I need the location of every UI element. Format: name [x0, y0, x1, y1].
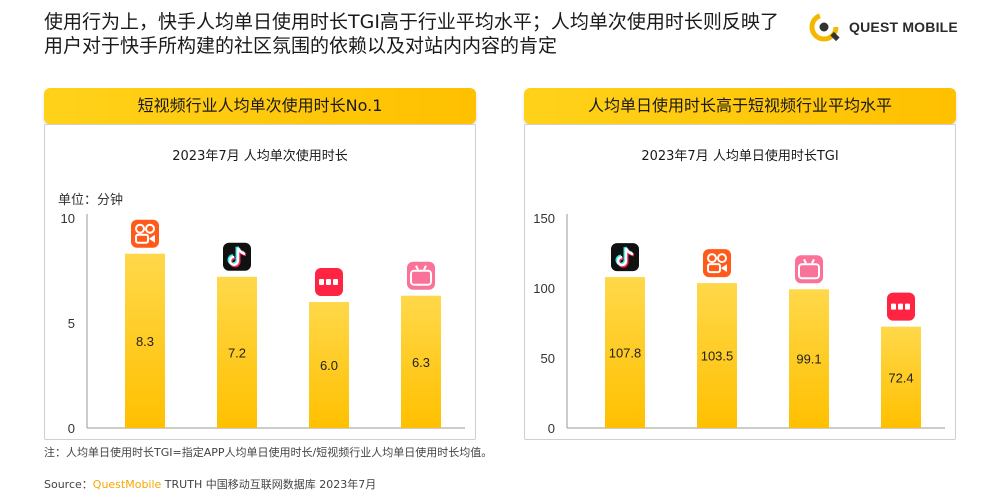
- bilibili-icon: [407, 261, 435, 290]
- bar: [789, 289, 829, 428]
- y-tick-label: 50: [541, 351, 555, 366]
- y-tick-label: 100: [533, 281, 555, 296]
- page-headline: 使用行为上，快手人均单日使用时长TGI高于行业平均水平；人均单次使用时长则反映了…: [44, 11, 779, 57]
- data-label: 107.8: [609, 346, 642, 361]
- right-bar-chart: 0 50 100 150 107.8 103.5 99.1 72.4: [533, 211, 945, 436]
- bilibili-icon: [795, 255, 823, 284]
- source-brand: QuestMobile: [92, 478, 162, 491]
- left-chart-unit: 单位：分钟: [58, 193, 124, 208]
- data-label: 103.5: [701, 349, 734, 364]
- bar: [697, 283, 737, 428]
- right-chart-panel: 2023年7月 人均单日使用时长TGI 0 50 100 150 107.8 103.5 9…: [524, 124, 956, 440]
- logo-text: QUEST MOBILE: [849, 19, 958, 35]
- data-label: 6.0: [320, 358, 338, 373]
- y-tick-label: 150: [533, 211, 555, 226]
- source-suffix: TRUTH 中国移动互联网数据库 2023年7月: [161, 478, 377, 491]
- bar: [881, 326, 921, 428]
- quest-mobile-logo-icon: [809, 12, 840, 42]
- y-tick-label: 0: [548, 421, 555, 436]
- left-bar-chart: 0 5 10 8.3 7.2 6.0 6.3: [61, 211, 465, 436]
- xiaohongshu-icon: [887, 292, 915, 321]
- footnote: 注：人均单日使用时长TGI=指定APP人均单日使用时长/短视频行业人均单日使用时…: [44, 446, 493, 459]
- quest-mobile-logo: QUEST MOBILE: [807, 10, 967, 44]
- left-panel-header: 短视频行业人均单次使用时长No.1: [44, 88, 476, 124]
- douyin-icon: [611, 243, 639, 272]
- y-tick-label: 10: [61, 211, 75, 226]
- data-label: 7.2: [228, 345, 246, 360]
- bar: [217, 276, 257, 428]
- source-line: Source：QuestMobile TRUTH 中国移动互联网数据库 2023…: [44, 476, 376, 492]
- bar: [401, 295, 441, 428]
- y-tick-label: 0: [68, 421, 75, 436]
- source-prefix: Source：: [44, 478, 93, 491]
- bar: [125, 253, 165, 428]
- douyin-icon: [223, 242, 251, 271]
- right-panel-header: 人均单日使用时长高于短视频行业平均水平: [524, 88, 956, 124]
- bar: [605, 277, 645, 428]
- right-chart-title: 2023年7月 人均单日使用时长TGI: [641, 149, 839, 164]
- data-label: 6.3: [412, 355, 430, 370]
- data-label: 99.1: [796, 352, 821, 367]
- xiaohongshu-icon: [315, 268, 343, 296]
- bar: [309, 302, 349, 428]
- y-tick-label: 5: [68, 316, 75, 331]
- left-chart-panel: 2023年7月 人均单次使用时长 单位：分钟 0 5 10 8.3 7.2 6.0 6.3: [44, 124, 476, 440]
- data-label: 8.3: [136, 334, 154, 349]
- kuaishou-icon: [703, 249, 731, 278]
- kuaishou-icon: [131, 219, 159, 248]
- left-chart-title: 2023年7月 人均单次使用时长: [172, 149, 348, 164]
- data-label: 72.4: [888, 370, 913, 385]
